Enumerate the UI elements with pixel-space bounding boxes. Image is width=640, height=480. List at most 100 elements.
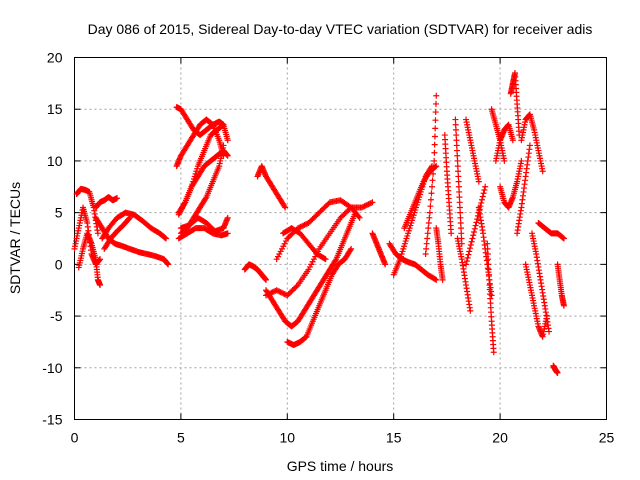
- data-point: [439, 276, 446, 283]
- data-point: [457, 225, 464, 232]
- data-point: [484, 251, 491, 258]
- data-point: [455, 173, 462, 180]
- data-point: [467, 307, 474, 314]
- data-point: [473, 219, 480, 226]
- data-point: [432, 100, 439, 107]
- data-point: [202, 195, 209, 202]
- data-point: [478, 199, 485, 206]
- data-point: [322, 256, 329, 263]
- data-point: [471, 229, 478, 236]
- data-point: [278, 289, 285, 296]
- data-point: [302, 221, 309, 228]
- data-point: [300, 222, 307, 229]
- data-point: [433, 276, 440, 283]
- data-point: [455, 178, 462, 185]
- y-tick-label: 10: [47, 153, 63, 169]
- data-point: [433, 92, 440, 99]
- data-point: [126, 214, 133, 221]
- data-point: [97, 282, 104, 289]
- data-point: [485, 256, 492, 263]
- data-point: [348, 245, 355, 252]
- data-point: [220, 121, 227, 128]
- data-point: [382, 261, 389, 268]
- data-point: [263, 292, 270, 299]
- y-axis-label: SDTVAR / TECUs: [7, 182, 23, 294]
- data-point: [427, 203, 434, 210]
- data-point: [453, 132, 460, 139]
- data-point: [426, 209, 433, 216]
- data-point: [220, 142, 227, 149]
- data-point: [479, 193, 486, 200]
- y-tick-label: 20: [47, 50, 63, 66]
- data-point: [267, 290, 274, 297]
- data-point: [428, 190, 435, 197]
- data-point: [526, 142, 533, 149]
- data-point: [484, 240, 491, 247]
- data-point: [355, 213, 362, 220]
- data-point: [458, 230, 465, 237]
- data-point: [481, 187, 488, 194]
- data-point: [425, 219, 432, 226]
- data-point: [456, 194, 463, 201]
- data-point: [485, 271, 492, 278]
- data-point: [429, 183, 436, 190]
- data-point: [293, 283, 300, 290]
- data-point: [465, 251, 472, 258]
- data-point: [94, 230, 101, 237]
- data-point: [456, 204, 463, 211]
- data-point: [456, 188, 463, 195]
- data-point: [366, 200, 373, 207]
- data-point: [560, 234, 567, 241]
- data-point: [297, 223, 304, 230]
- data-point: [165, 261, 172, 268]
- data-point: [432, 276, 439, 283]
- data-point: [163, 235, 170, 242]
- data-point: [456, 199, 463, 206]
- data-point: [431, 157, 438, 164]
- data-point: [126, 215, 133, 222]
- axis-ticks: 0 5 10 15 20 25 -15 -10 -5 0 5 10 15 20: [42, 50, 614, 446]
- data-point: [362, 202, 369, 209]
- data-point: [369, 199, 376, 206]
- data-point: [454, 152, 461, 159]
- data-point: [453, 142, 460, 149]
- data-point: [454, 157, 461, 164]
- data-point: [162, 234, 169, 241]
- x-tick-label: 0: [71, 430, 79, 446]
- data-points: [71, 70, 567, 376]
- data-point: [448, 230, 455, 237]
- x-tick-label: 5: [177, 430, 185, 446]
- data-point: [486, 276, 493, 283]
- y-tick-label: 0: [55, 256, 63, 272]
- data-point: [360, 203, 367, 210]
- y-tick-label: -5: [50, 308, 63, 324]
- data-point: [273, 287, 280, 294]
- data-point: [560, 235, 567, 242]
- data-point: [114, 195, 121, 202]
- data-point: [424, 235, 431, 242]
- x-axis-label: GPS time / hours: [287, 458, 394, 474]
- data-point: [424, 230, 431, 237]
- data-point: [490, 349, 497, 356]
- data-point: [560, 302, 567, 309]
- data-point: [364, 201, 371, 208]
- data-point: [427, 196, 434, 203]
- data-point: [429, 177, 436, 184]
- data-point: [280, 290, 287, 297]
- data-point: [423, 245, 430, 252]
- chart-title: Day 086 of 2015, Sidereal Day-to-day VTE…: [88, 21, 593, 37]
- data-point: [469, 235, 476, 242]
- data-point: [423, 240, 430, 247]
- data-point: [356, 214, 363, 221]
- data-point: [432, 125, 439, 132]
- data-point: [224, 152, 231, 159]
- data-point: [274, 287, 281, 294]
- data-point: [358, 204, 365, 211]
- data-point: [265, 291, 272, 298]
- data-point: [466, 248, 473, 255]
- data-point: [282, 204, 289, 211]
- data-point: [432, 109, 439, 116]
- y-tick-label: -15: [42, 412, 62, 428]
- data-point: [271, 288, 277, 295]
